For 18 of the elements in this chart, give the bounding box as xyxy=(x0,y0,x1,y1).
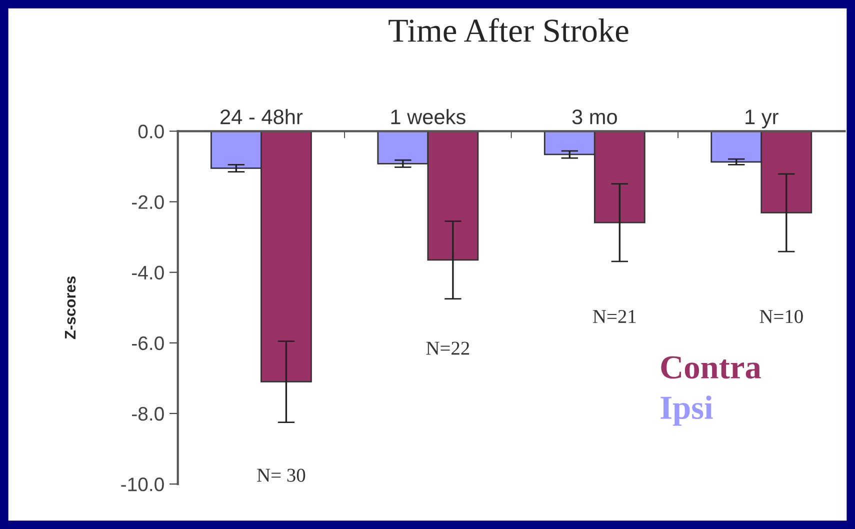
x-tick-label: 1 yr xyxy=(746,110,778,128)
y-tick-label: -2.0 xyxy=(132,195,164,209)
y-tick-label: -10.0 xyxy=(121,478,164,492)
x-tick-label: 3 mo xyxy=(572,110,617,124)
annotation: N=21 xyxy=(592,310,636,323)
y-tick-label: -8.0 xyxy=(132,406,164,421)
y-tick-label: -4.0 xyxy=(132,266,164,280)
y-tick-label: 0.0 xyxy=(138,124,164,138)
x-tick-label: 1 weeks xyxy=(391,108,466,124)
chart-title: Time After Stroke xyxy=(388,18,628,42)
annotation: N=10 xyxy=(760,310,803,324)
annotation: N= 30 xyxy=(257,468,306,482)
annotation: N=22 xyxy=(426,342,470,355)
x-tick-label: 24 - 48hr xyxy=(220,108,303,124)
y-tick-label: -6.0 xyxy=(132,336,164,350)
text: Ipsi xyxy=(660,396,713,426)
text: Contra xyxy=(661,356,761,379)
y-axis-title: Z-scores xyxy=(64,276,76,339)
